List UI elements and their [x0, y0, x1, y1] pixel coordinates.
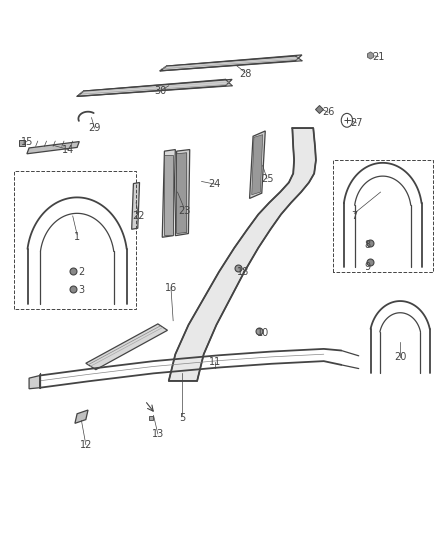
- Text: 14: 14: [62, 144, 74, 155]
- Text: 8: 8: [364, 240, 371, 250]
- Text: 27: 27: [350, 118, 363, 128]
- Text: 10: 10: [257, 328, 269, 338]
- Text: 28: 28: [239, 69, 251, 79]
- Polygon shape: [175, 150, 190, 236]
- Polygon shape: [162, 150, 175, 237]
- Polygon shape: [177, 153, 187, 233]
- Text: 13: 13: [152, 429, 164, 439]
- Text: 22: 22: [132, 211, 145, 221]
- Polygon shape: [250, 131, 265, 198]
- Text: 26: 26: [322, 107, 334, 117]
- Text: 15: 15: [21, 136, 33, 147]
- Text: 30: 30: [154, 86, 166, 96]
- Text: 12: 12: [80, 440, 92, 450]
- Text: 5: 5: [179, 413, 185, 423]
- Polygon shape: [160, 55, 302, 71]
- Text: 9: 9: [364, 262, 371, 271]
- Text: 23: 23: [178, 206, 190, 216]
- Polygon shape: [75, 410, 88, 423]
- Polygon shape: [86, 324, 167, 369]
- Polygon shape: [27, 142, 79, 154]
- Polygon shape: [29, 375, 40, 389]
- Polygon shape: [252, 135, 263, 195]
- Text: 29: 29: [88, 123, 101, 133]
- Text: 2: 2: [78, 267, 85, 277]
- Text: 21: 21: [372, 52, 385, 61]
- Text: 25: 25: [261, 174, 273, 184]
- Text: 11: 11: [208, 357, 221, 367]
- Text: 16: 16: [165, 283, 177, 293]
- Text: 24: 24: [208, 179, 221, 189]
- Text: 20: 20: [394, 352, 406, 362]
- Polygon shape: [169, 128, 316, 381]
- Polygon shape: [164, 155, 173, 235]
- Polygon shape: [132, 182, 140, 229]
- Polygon shape: [77, 79, 232, 96]
- Text: 1: 1: [74, 232, 80, 243]
- Text: 7: 7: [351, 211, 357, 221]
- Text: 3: 3: [78, 286, 85, 295]
- Text: 18: 18: [237, 267, 249, 277]
